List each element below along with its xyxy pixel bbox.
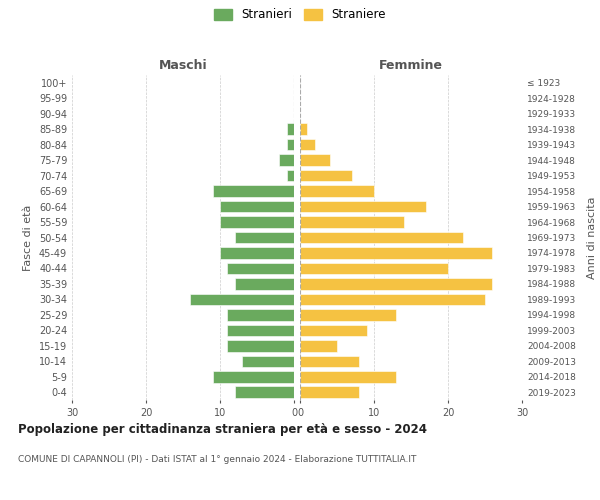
Bar: [300, 294, 485, 305]
Legend: Stranieri, Straniere: Stranieri, Straniere: [212, 6, 388, 24]
Bar: [300, 139, 315, 150]
Bar: [300, 278, 493, 289]
Bar: [212, 186, 294, 197]
Y-axis label: Anni di nascita: Anni di nascita: [587, 196, 597, 279]
Bar: [227, 324, 294, 336]
Bar: [300, 371, 396, 382]
Bar: [300, 324, 367, 336]
Bar: [287, 139, 294, 150]
Bar: [220, 200, 294, 212]
Text: Popolazione per cittadinanza straniera per età e sesso - 2024: Popolazione per cittadinanza straniera p…: [18, 422, 427, 436]
Bar: [300, 154, 329, 166]
Bar: [220, 216, 294, 228]
Y-axis label: Fasce di età: Fasce di età: [23, 204, 33, 270]
Bar: [235, 386, 294, 398]
Bar: [300, 247, 493, 259]
Bar: [235, 278, 294, 289]
Bar: [287, 170, 294, 181]
Bar: [300, 232, 463, 243]
Bar: [300, 200, 426, 212]
Bar: [300, 170, 352, 181]
Bar: [279, 154, 294, 166]
Bar: [287, 124, 294, 135]
Title: Maschi: Maschi: [158, 60, 208, 72]
Bar: [300, 340, 337, 351]
Text: COMUNE DI CAPANNOLI (PI) - Dati ISTAT al 1° gennaio 2024 - Elaborazione TUTTITAL: COMUNE DI CAPANNOLI (PI) - Dati ISTAT al…: [18, 455, 416, 464]
Bar: [300, 309, 396, 320]
Bar: [227, 309, 294, 320]
Bar: [220, 247, 294, 259]
Bar: [227, 262, 294, 274]
Bar: [300, 216, 404, 228]
Bar: [300, 356, 359, 367]
Title: Femmine: Femmine: [379, 60, 443, 72]
Bar: [300, 386, 359, 398]
Bar: [300, 186, 374, 197]
Bar: [227, 340, 294, 351]
Bar: [212, 371, 294, 382]
Bar: [242, 356, 294, 367]
Bar: [190, 294, 294, 305]
Bar: [300, 262, 448, 274]
Bar: [300, 124, 307, 135]
Bar: [235, 232, 294, 243]
